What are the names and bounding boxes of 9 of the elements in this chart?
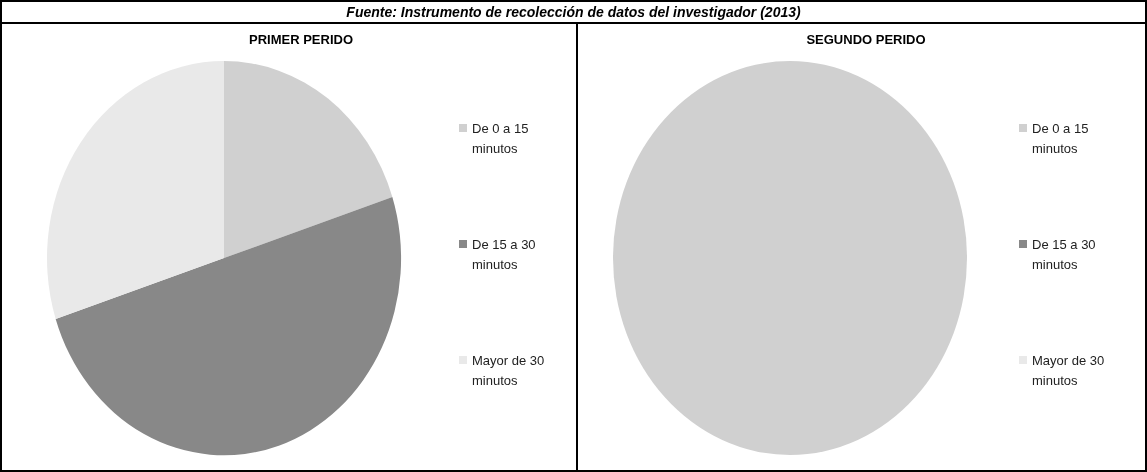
source-note: Fuente: Instrumento de recolección de datos del investigador (2013) bbox=[346, 4, 801, 20]
legend-label: Mayor de 30 minutos bbox=[472, 352, 546, 390]
chart-title: SEGUNDO PERIDO bbox=[806, 32, 926, 47]
legend-label: Mayor de 30 minutos bbox=[1032, 352, 1106, 390]
legend-label: De 0 a 15 minutos bbox=[1032, 120, 1090, 158]
chart-title: PRIMER PERIDO bbox=[248, 32, 354, 47]
legend-label: De 15 a 30 minutos bbox=[1032, 236, 1097, 274]
legend-label: De 0 a 15 minutos bbox=[472, 120, 530, 158]
legend-label: De 15 a 30 minutos bbox=[472, 236, 537, 274]
